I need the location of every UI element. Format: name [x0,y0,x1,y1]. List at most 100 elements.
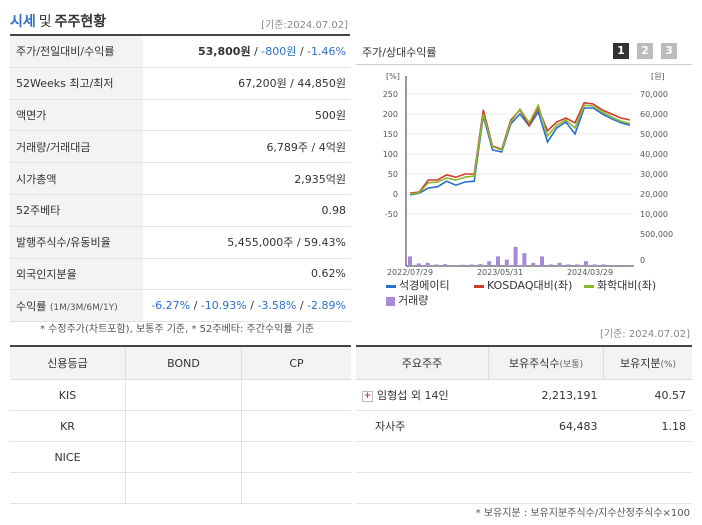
volume-bar [575,264,580,266]
table-row: 외국인지분율 0.62% [10,258,350,291]
agency-name: KIS [10,379,126,411]
row-value: 0.62% [143,258,350,291]
volume-bar [416,263,421,266]
returns-label: 수익률 [16,299,47,313]
row-label: 액면가 [10,99,143,132]
header-label: 보유지분 [619,357,661,370]
legend-label: 거래량 [398,294,429,307]
holder-percent: 40.57 [603,379,692,411]
empty-cell [603,472,692,504]
volume-bar [592,264,597,266]
return-1y: -2.89% [307,299,346,313]
volume-bar [584,261,588,266]
price-change: -800원 [261,45,297,59]
series-line-3 [409,103,631,195]
cp-rating [241,410,351,442]
section-title: 시세 및 주주현황 [10,11,106,31]
empty-cell [603,441,692,473]
footnote-2: * 보유지분 : 보유지분주식수/지수산정주식수×100 [475,508,690,519]
volume-bar [566,264,571,266]
cp-rating [241,441,351,473]
table-row: 시가총액 2,935억원 [10,162,350,195]
chart-page-2-button[interactable]: 2 [637,43,653,59]
y-right-tick-label: 10,000 [640,210,668,219]
row-value: 2,935억원 [143,162,350,195]
base-date: [기준:2024.07.02] [261,20,348,31]
base-date-2: [기준: 2024.07.02] [599,329,690,340]
legend-item-series-1: 석경에이티 [386,277,450,293]
y-right-tick-label: 70,000 [640,90,668,99]
holder-name: 자사주 [356,410,489,442]
x-tick-label: 2024/03/29 [567,268,613,276]
row-value: 67,200원 / 44,850원 [143,67,350,100]
table-row: 수익률 (1M/3M/6M/1Y) -6.27% / -10.93% / -3.… [10,289,350,323]
y-left-tick-label: 200 [383,110,398,119]
title-part-b: 주주현황 [54,14,107,30]
row-value: 500원 [143,99,350,132]
agency-name: KR [10,410,126,442]
volume-bar [434,264,439,266]
y-right-tick-label: 30,000 [640,170,668,179]
header-divider [10,34,350,36]
table-row [10,472,351,504]
header-sublabel: (%) [660,360,677,370]
shareholders-table: 주요주주 보유주식수(보통) 보유지분(%) + 임형섭 외 14인 2,213,… [356,345,692,504]
legend-swatch [386,284,396,288]
bond-rating [125,410,242,442]
holder-name[interactable]: 임형섭 외 14인 [377,389,449,402]
y-left-tick-label: 100 [383,150,398,159]
row-value: 5,455,000주 / 59.43% [143,226,350,259]
holder-shares: 2,213,191 [488,379,604,411]
price-change-rate: -1.46% [307,45,346,59]
column-header: CP [241,345,351,380]
y-left-tick-label: -50 [385,210,398,219]
row-label: 주가/전일대비/수익률 [10,36,143,68]
column-header: 보유지분(%) [603,345,692,380]
return-1m: -6.27% [151,299,191,313]
title-part-a: 시세 [10,14,36,30]
table-row: KIS [10,379,351,411]
legend-swatch [386,296,395,306]
agency-name [10,472,126,504]
empty-cell [488,441,604,473]
row-value: -6.27% / -10.93% / -3.58% / -2.89% [143,289,350,323]
left-axis-unit: [%] [386,72,400,81]
volume-bar [540,256,544,266]
table-header-row: 주요주주 보유주식수(보통) 보유지분(%) [356,345,692,380]
empty-cell [356,472,489,504]
x-tick-label: 2022/07/29 [387,268,433,276]
expand-plus-icon[interactable]: + [362,390,373,402]
table-row: 발행주식수/유동비율 5,455,000주 / 59.43% [10,226,350,259]
y-volume-tick-label: 500,000 [640,230,673,239]
chart-page-1-button[interactable]: 1 [613,43,629,59]
holder-percent: 1.18 [603,410,692,442]
legend-item-volume: 거래량 [386,292,428,308]
volume-bar [496,256,500,266]
table-header-row: 신용등급 BOND CP [10,345,351,380]
bond-rating [125,379,242,411]
holder-shares: 64,483 [488,410,604,442]
volume-bar [548,264,553,266]
volume-bar [425,262,430,266]
chart-divider [356,64,692,65]
volume-bar [628,265,632,266]
y-right-tick-label: 40,000 [640,150,668,159]
row-label: 시가총액 [10,162,143,195]
row-label: 수익률 (1M/3M/6M/1Y) [10,289,143,323]
title-separator: 및 [38,14,52,30]
volume-bar [601,264,606,266]
volume-bar [487,261,492,266]
row-value: 53,800원 / -800원 / -1.46% [143,36,350,68]
volume-bar [531,262,536,266]
returns-periods: (1M/3M/6M/1Y) [49,302,118,313]
y-right-tick-label: 60,000 [640,110,668,119]
legend-label: 석경에이티 [399,279,450,292]
row-label: 거래량/거래대금 [10,130,143,164]
table-row: 액면가 500원 [10,99,350,132]
row-value: 6,789주 / 4억원 [143,130,350,164]
column-header: 신용등급 [10,345,126,380]
chart-page-3-button[interactable]: 3 [661,43,677,59]
volume-bar [504,259,509,266]
cp-rating [241,379,351,411]
table-row: NICE [10,441,351,473]
